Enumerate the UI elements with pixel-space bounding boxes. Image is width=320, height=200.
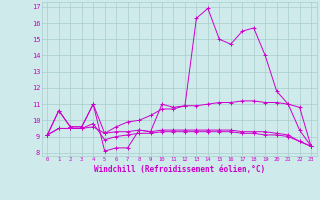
X-axis label: Windchill (Refroidissement éolien,°C): Windchill (Refroidissement éolien,°C) <box>94 165 265 174</box>
